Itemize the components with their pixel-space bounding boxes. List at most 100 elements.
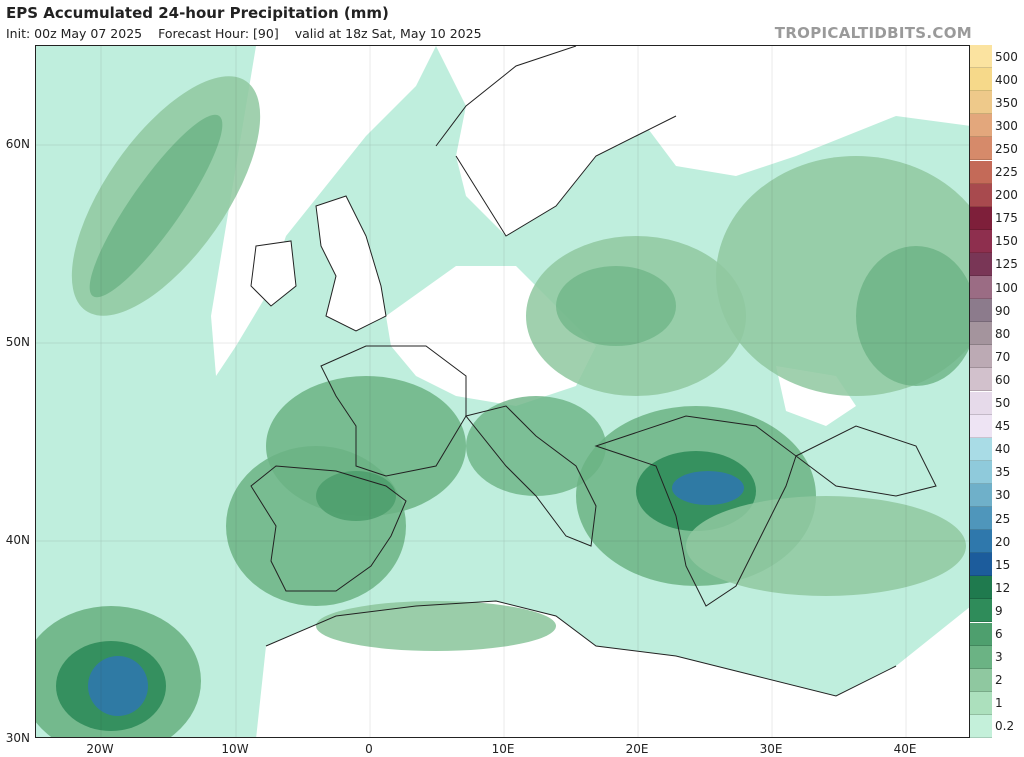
precip-algeria: [316, 601, 556, 651]
coastlines: [250, 46, 937, 697]
legend-swatch: [970, 368, 992, 392]
legend-swatch: [970, 114, 992, 138]
lon-label-40e: 40E: [893, 742, 917, 756]
coast-north-africa: [265, 600, 897, 697]
legend-label: 150: [995, 234, 1018, 249]
lon-label-20w: 20W: [86, 742, 114, 756]
legend-swatch: [970, 645, 992, 669]
legend-swatch: [970, 252, 992, 276]
legend-label: 90: [995, 303, 1011, 318]
legend-label: 175: [995, 211, 1018, 226]
legend-swatch: [970, 276, 992, 300]
legend-swatch: [970, 299, 992, 323]
legend-label: 60: [995, 372, 1011, 387]
init-time: Init: 00z May 07 2025: [6, 26, 143, 41]
precip-turkey: [686, 496, 966, 596]
graticule: [36, 46, 969, 737]
legend-label: 50: [995, 396, 1011, 411]
forecast-hour: Forecast Hour: [90]: [158, 26, 279, 41]
precip-iberia: [226, 446, 406, 606]
coast-iberia: [250, 465, 407, 592]
legend-label: 200: [995, 188, 1018, 203]
lat-label-50n: 50N: [5, 335, 30, 349]
legend-swatch: [970, 45, 992, 69]
legend-label: 2: [995, 673, 1003, 688]
color-legend: [970, 45, 992, 738]
legend-label: 40: [995, 442, 1011, 457]
legend-swatch: [970, 576, 992, 600]
legend-swatch: [970, 322, 992, 346]
coast-black-sea: [795, 425, 937, 497]
legend-swatch: [970, 668, 992, 692]
legend-label: 400: [995, 72, 1018, 87]
legend-label: 12: [995, 580, 1011, 595]
legend-swatch: [970, 483, 992, 507]
legend-label: 100: [995, 280, 1018, 295]
legend-swatch: [970, 507, 992, 531]
legend-swatch: [970, 414, 992, 438]
precip-iberia-core: [316, 471, 396, 521]
legend-swatch: [970, 68, 992, 92]
legend-swatch: [970, 553, 992, 577]
lon-label-0: 0: [365, 742, 373, 756]
coast-britain: [315, 195, 387, 332]
lat-label-30n: 30N: [5, 731, 30, 745]
legend-swatch: [970, 599, 992, 623]
legend-swatch: [970, 229, 992, 253]
land-finland-russia: [596, 46, 969, 176]
precip-poland: [556, 266, 676, 346]
legend-label: 15: [995, 557, 1011, 572]
lon-label-10w: 10W: [221, 742, 249, 756]
lat-label-60n: 60N: [5, 137, 30, 151]
chart-title: EPS Accumulated 24-hour Precipitation (m…: [6, 4, 389, 22]
legend-label: 1: [995, 696, 1003, 711]
legend-label: 70: [995, 349, 1011, 364]
legend-label: 20: [995, 534, 1011, 549]
precip-bulgaria-heavy: [672, 471, 744, 505]
legend-swatch: [970, 206, 992, 230]
legend-label: 9: [995, 603, 1003, 618]
legend-swatch: [970, 460, 992, 484]
coast-italy: [465, 405, 597, 547]
lon-label-30e: 30E: [759, 742, 783, 756]
precip-atlantic-band-core: [89, 114, 223, 298]
legend-label: 300: [995, 118, 1018, 133]
legend-label: 3: [995, 650, 1003, 665]
coast-france: [320, 345, 467, 477]
legend-label: 250: [995, 141, 1018, 156]
land-britain: [316, 196, 386, 331]
legend-label: 45: [995, 419, 1011, 434]
legend-label: 225: [995, 165, 1018, 180]
valid-time: valid at 18z Sat, May 10 2025: [294, 26, 482, 41]
brand-watermark: TROPICALTIDBITS.COM: [774, 24, 972, 42]
legend-swatch: [970, 160, 992, 184]
lon-label-20e: 20E: [625, 742, 649, 756]
precip-canary-low-heavy: [88, 656, 148, 716]
legend-swatch: [970, 345, 992, 369]
legend-swatch: [970, 714, 992, 738]
coast-balkans: [594, 415, 797, 607]
legend-label: 350: [995, 95, 1018, 110]
legend-swatch: [970, 691, 992, 715]
precip-russia-core: [856, 246, 969, 386]
precip-italy: [466, 396, 606, 496]
land-scandinavia: [436, 46, 676, 236]
legend-label: 80: [995, 326, 1011, 341]
precip-shading: [36, 76, 969, 737]
coast-scandinavia: [435, 46, 677, 237]
legend-label: 30: [995, 488, 1011, 503]
legend-swatch: [970, 183, 992, 207]
legend-label: 25: [995, 511, 1011, 526]
land-atlantic-gap: [211, 46, 436, 376]
lat-label-40n: 40N: [5, 533, 30, 547]
legend-swatch: [970, 437, 992, 461]
legend-label: 500: [995, 49, 1018, 64]
legend-label: 0.2: [995, 719, 1015, 734]
legend-swatch: [970, 622, 992, 646]
legend-swatch: [970, 530, 992, 554]
legend-label: 35: [995, 465, 1011, 480]
coast-ireland: [250, 240, 297, 307]
precipitation-map: [35, 45, 970, 738]
legend-swatch: [970, 137, 992, 161]
chart-subtitle: Init: 00z May 07 2025 Forecast Hour: [90…: [6, 26, 494, 41]
